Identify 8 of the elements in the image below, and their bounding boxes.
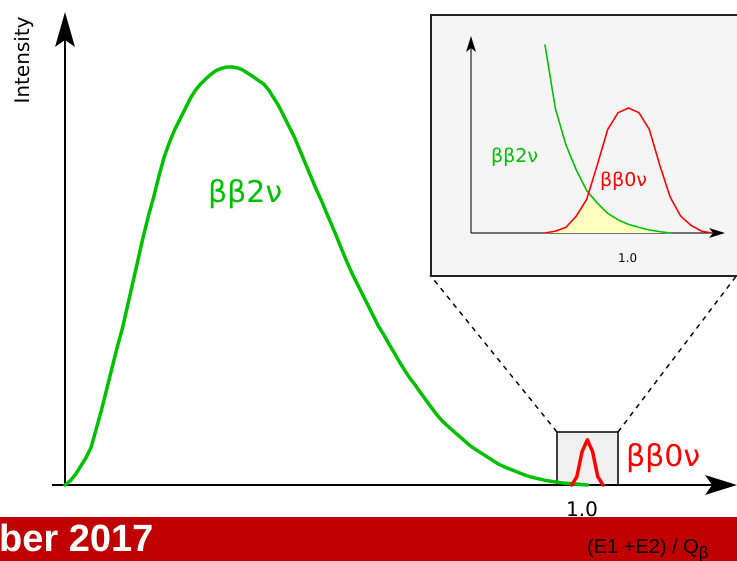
text: 1.0 bbox=[618, 251, 638, 266]
series-label: ββ2ν bbox=[208, 175, 282, 210]
text: 1.0 bbox=[566, 497, 598, 521]
series-label: ββ2ν bbox=[491, 145, 538, 167]
y-axis-title: Intensity bbox=[10, 16, 34, 104]
series-label: ββ0ν bbox=[626, 439, 700, 474]
series-label: ββ0ν bbox=[600, 169, 647, 191]
text: ber 2017 bbox=[0, 518, 154, 561]
